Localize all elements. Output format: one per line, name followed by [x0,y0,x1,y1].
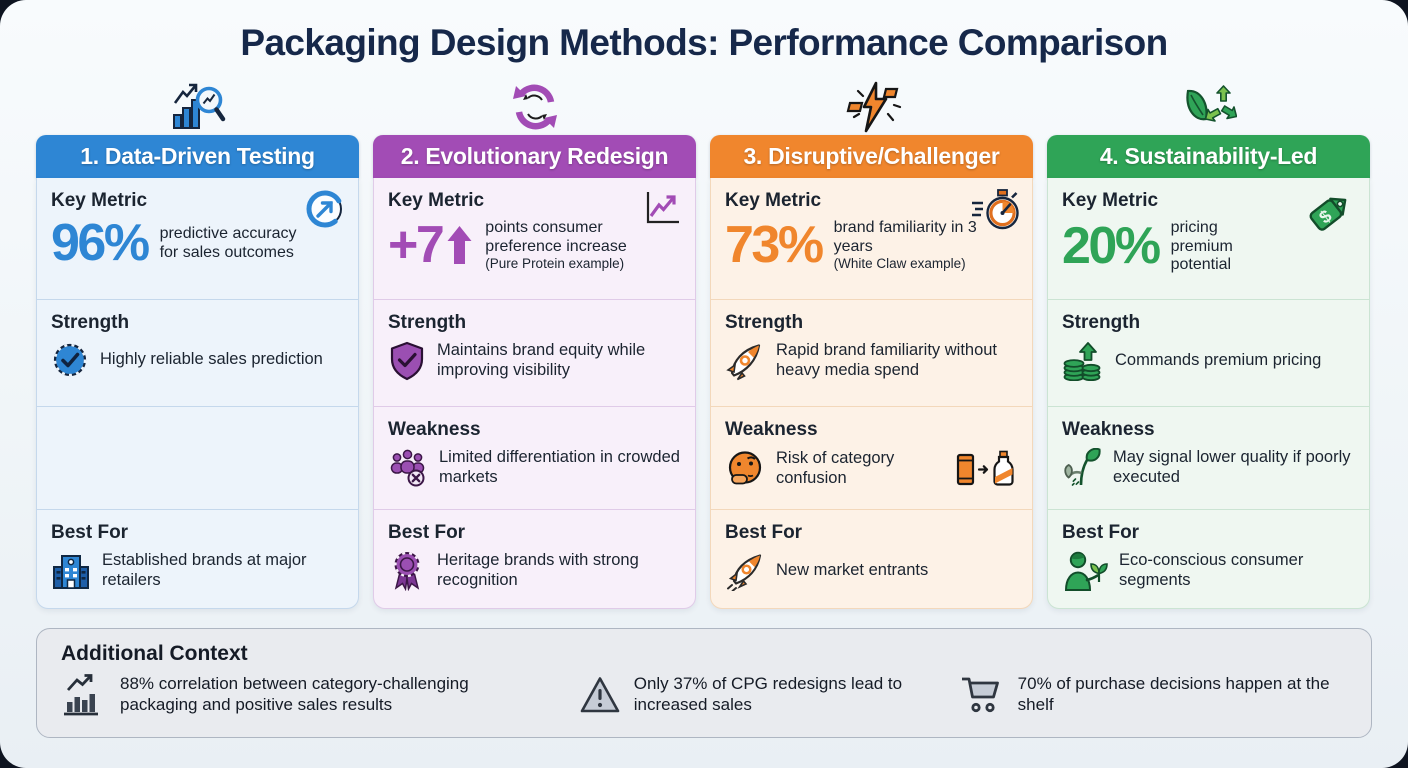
strength-cell: Strength Rapid brand familiarity without… [711,299,1032,406]
column-header: 4. Sustainability-Led [1047,135,1370,178]
strength-label: Strength [1062,312,1141,333]
weakness-cell: Weakness Limi [374,406,695,509]
strength-cell: Strength Maintains brand equity while im… [374,299,695,406]
best-for-label: Best For [725,522,803,543]
weakness-cell: Weakness Risk of category confusion [711,406,1032,509]
strength-text: Highly reliable sales prediction [100,350,323,369]
award-ribbon-icon [388,551,426,591]
weakness-label: Weakness [725,419,818,440]
context-fact: Only 37% of CPG redesigns lead to increa… [579,673,915,717]
key-metric-cell: Key Metric [711,178,1032,299]
strength-cell: Strength Comm [1048,299,1369,406]
weakness-text: Limited differentiation in crowded marke… [439,448,680,486]
key-metric-cell: Key Metric 96% predictive accuracy for s… [37,178,358,299]
weakness-text: Risk of category confusion [776,449,895,487]
shopping-cart-icon [959,674,1005,716]
best-for-cell: Best For New market entrants [711,509,1032,608]
strength-cell: Strength Highly reliable sales predictio… [37,299,358,406]
bar-chart-magnifier-icon [170,81,226,133]
context-fact: 70% of purchase decisions happen at the … [959,673,1347,717]
best-for-text: Established brands at major retailers [102,551,307,589]
key-metric-cell: Key Metric $ 20% pricing premium potenti… [1048,178,1369,299]
key-metric-label: Key Metric [388,190,485,211]
best-for-label: Best For [388,522,466,543]
context-fact-text: Only 37% of CPG redesigns lead to increa… [633,674,903,714]
can-to-bottle-icon [954,448,1018,490]
eco-recycle-icon [1181,81,1237,133]
best-for-label: Best For [51,522,129,543]
additional-context-panel: Additional Context 88% correlation betwe… [36,628,1372,738]
retail-building-icon [51,552,91,590]
coins-up-icon [1062,341,1104,381]
additional-context-title: Additional Context [61,642,248,665]
key-metric-note: (White Claw example) [833,256,966,272]
strength-text: Rapid brand familiarity without heavy me… [776,341,998,379]
key-metric-label: Key Metric [725,190,822,211]
rocket-icon [725,341,765,381]
column-sustainability-led: 4. Sustainability-Led Key Metric $ 2 [1047,85,1370,609]
column-card: Key Metric +7 points consumer preference… [373,178,696,609]
person-plant-icon [1062,551,1108,591]
thinking-face-icon [725,449,765,489]
best-for-cell: Best For Eco-conscious consu [1048,509,1369,608]
column-card: Key Metric [710,178,1033,609]
key-metric-value: 73% [725,215,824,274]
weakness-label: Weakness [388,419,481,440]
weakness-text: May signal lower quality if poorly execu… [1113,448,1351,486]
cycle-arrows-icon [509,81,561,133]
key-metric-desc: points consumer preference increase (Pure… [485,219,655,272]
column-evolutionary-redesign: 2. Evolutionary Redesign Key Metric +7 p… [373,84,696,609]
key-metric-desc: predictive accuracy for sales outcomes [159,225,297,261]
up-arrow-icon [447,226,472,265]
column-header: 3. Disruptive/Challenger [710,135,1033,178]
key-metric-desc: pricing premium potential [1170,219,1233,274]
key-metric-value: 20% [1062,217,1161,276]
rocket-launch-icon [725,551,765,591]
lightning-bolt-icon [838,81,906,133]
trend-ring-icon [304,188,346,230]
line-chart-icon [641,188,683,228]
key-metric-note: (Pure Protein example) [485,256,625,272]
key-metric-label: Key Metric [1062,190,1159,211]
best-for-text: Eco-conscious consumer segments [1119,551,1304,589]
crowd-x-icon [388,448,428,488]
context-fact-text: 70% of purchase decisions happen at the … [1017,674,1330,714]
wilting-plant-icon [1062,448,1102,488]
strength-text: Maintains brand equity while improving v… [437,341,646,379]
key-metric-value: 96% [51,214,150,272]
weakness-label: Weakness [1062,419,1155,440]
context-fact-text: 88% correlation between category-challen… [120,674,469,714]
best-for-text: Heritage brands with strong recognition [437,551,639,589]
shield-check-icon [388,341,426,381]
strength-text: Commands premium pricing [1115,351,1322,370]
stopwatch-icon [970,188,1020,232]
column-header: 1. Data-Driven Testing [36,135,359,178]
strength-label: Strength [725,312,804,333]
best-for-cell: Best For Heritage brands with strong rec… [374,509,695,608]
weakness-cell-empty [37,406,358,509]
key-metric-label: Key Metric [51,190,148,211]
best-for-label: Best For [1062,522,1140,543]
column-header: 2. Evolutionary Redesign [373,135,696,178]
best-for-text: New market entrants [776,561,929,580]
column-card: Key Metric $ 20% pricing premium potenti… [1047,178,1370,609]
verified-badge-icon [51,341,89,379]
page-title: Packaging Design Methods: Performance Co… [240,22,1168,63]
column-data-driven-testing: 1. Data-Driven Testing Key Metric 96% pr… [36,83,359,609]
bar-chart-trend-icon [61,673,107,717]
key-metric-desc: brand familiarity in 3 years (White Claw … [834,219,999,272]
key-metric-value: +7 [388,218,473,271]
weakness-cell: Weakness May signal lower quality if poo… [1048,406,1369,509]
column-card: Key Metric 96% predictive accuracy for s… [36,178,359,609]
warning-triangle-icon [579,675,621,715]
column-disruptive-challenger: 3. Disruptive/Challenger Key Metric [710,81,1033,609]
best-for-cell: Best For [37,509,358,608]
price-tag-icon: $ [1305,188,1357,234]
strength-label: Strength [51,312,130,333]
key-metric-cell: Key Metric +7 points consumer preference… [374,178,695,299]
strength-label: Strength [388,312,467,333]
context-fact: 88% correlation between category-challen… [61,673,535,717]
